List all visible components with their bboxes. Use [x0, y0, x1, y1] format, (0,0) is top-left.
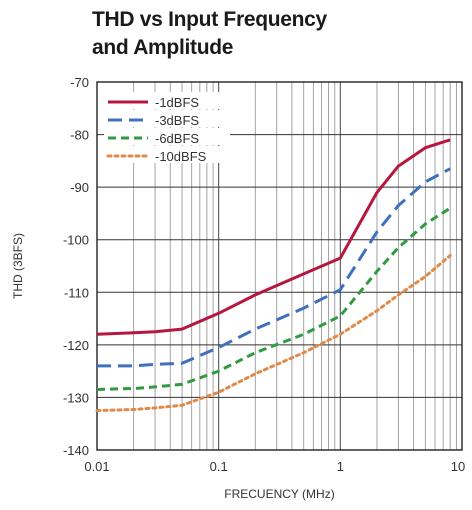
legend-backdrop [104, 128, 230, 145]
y-tick-label: -90 [70, 180, 89, 195]
legend-label: -1dBFS [155, 95, 199, 110]
series-line [95, 254, 452, 413]
chart-title-line-2: and Amplitude [92, 36, 234, 59]
legend-backdrop [104, 92, 230, 109]
series-line [97, 167, 451, 368]
series-line [96, 206, 452, 391]
y-tick-label: -140 [63, 443, 89, 458]
y-tick-label: -70 [70, 75, 89, 90]
chart-title-line-1: THD vs Input Frequency [92, 8, 327, 31]
legend-backdrop [104, 146, 230, 163]
y-tick-label: -100 [63, 233, 89, 248]
plot-frame [96, 81, 463, 451]
x-tick-label: 0.01 [84, 459, 109, 474]
x-axis-label: FRECUENCY (MHz) [224, 487, 334, 501]
y-tick-label: -130 [63, 390, 89, 405]
legend-backdrop [104, 110, 230, 127]
series-lines [95, 138, 452, 413]
x-tick-label: 0.1 [210, 459, 228, 474]
y-tick-label: -80 [70, 128, 89, 143]
y-tick-label: -110 [64, 285, 89, 300]
legend: -1dBFS -3dBFS -6dBFS -10dBFS [104, 92, 230, 164]
legend-label: -3dBFS [155, 113, 199, 128]
legend-label: -6dBFS [155, 131, 199, 146]
x-tick-label: 1 [337, 459, 344, 474]
y-axis-label: THD (3BFS) [11, 233, 25, 299]
y-tick-label: -120 [63, 338, 89, 353]
series-line [96, 138, 451, 336]
x-tick-label: 10 [451, 459, 465, 474]
legend-label: -10dBFS [155, 149, 207, 164]
chart-title: THD vs Input Frequency and Amplitude [92, 6, 327, 62]
